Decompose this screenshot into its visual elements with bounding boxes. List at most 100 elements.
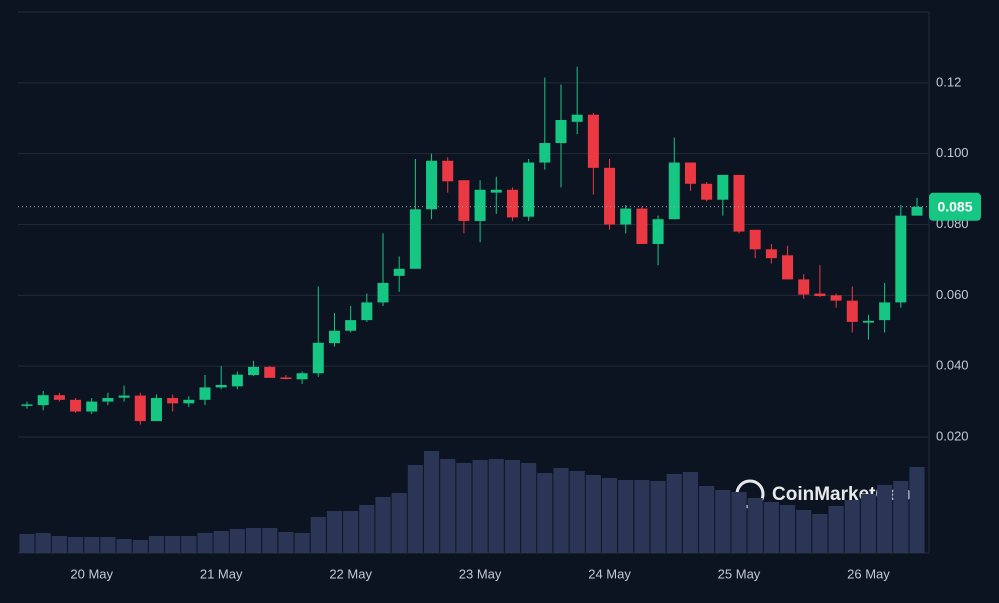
candle-body bbox=[393, 268, 405, 276]
candle-body bbox=[733, 174, 745, 232]
volume-bar bbox=[893, 481, 909, 553]
volume-bar bbox=[456, 463, 472, 553]
candle-body bbox=[70, 399, 82, 412]
volume-bar bbox=[165, 536, 181, 553]
volume-bar bbox=[553, 468, 569, 553]
volume-bar bbox=[569, 471, 585, 553]
y-tick-label: 0.040 bbox=[936, 358, 969, 373]
candle-body bbox=[911, 206, 923, 216]
volume-bar bbox=[504, 460, 521, 553]
volume-bar bbox=[909, 467, 925, 553]
volume-bar bbox=[796, 510, 812, 553]
candle-body bbox=[846, 300, 858, 322]
candle-body bbox=[53, 395, 65, 400]
volume-bar bbox=[197, 533, 213, 553]
candle-body bbox=[798, 279, 810, 295]
x-tick-label: 26 May bbox=[847, 566, 890, 581]
y-tick-label: 0.100 bbox=[936, 145, 969, 160]
volume-bar bbox=[731, 492, 747, 553]
y-tick-label: 0.060 bbox=[936, 287, 969, 302]
candle-body bbox=[636, 208, 648, 244]
volume-bar bbox=[148, 536, 165, 553]
candle-body bbox=[409, 209, 421, 269]
candle-body bbox=[361, 302, 373, 321]
candle-body bbox=[231, 374, 243, 387]
watermark-text: CoinMarketCap bbox=[772, 484, 911, 505]
candle-body bbox=[701, 183, 713, 200]
candle-body bbox=[539, 143, 551, 163]
candle-body bbox=[21, 404, 33, 406]
candle-body bbox=[86, 401, 98, 412]
volume-bar bbox=[116, 539, 132, 553]
volume-bar bbox=[132, 540, 148, 553]
volume-bar bbox=[488, 459, 504, 553]
volume-bar bbox=[181, 536, 197, 553]
volume-bar bbox=[294, 533, 310, 553]
volume-bar bbox=[682, 472, 699, 553]
x-tick-label: 25 May bbox=[718, 566, 761, 581]
candle-body bbox=[118, 395, 130, 398]
volume-bar bbox=[763, 502, 779, 553]
volume-bar bbox=[343, 511, 359, 553]
volume-bar bbox=[84, 537, 100, 553]
volume-bar bbox=[601, 478, 618, 553]
volume-bar bbox=[618, 480, 634, 553]
volume-bar bbox=[407, 465, 423, 553]
volume-bar bbox=[67, 537, 84, 553]
candle-body bbox=[684, 162, 696, 184]
candle-body bbox=[862, 320, 874, 323]
volume-bar bbox=[666, 474, 682, 553]
candle-body bbox=[296, 373, 308, 380]
x-tick-label: 21 May bbox=[200, 566, 243, 581]
candle-body bbox=[668, 162, 680, 220]
volume-bar bbox=[521, 463, 537, 553]
candle-body bbox=[377, 282, 389, 303]
volume-bar bbox=[472, 460, 488, 553]
volume-bar bbox=[537, 473, 553, 553]
candle-body bbox=[102, 398, 114, 402]
volume-bar bbox=[19, 534, 35, 553]
candle-body bbox=[717, 174, 729, 200]
volume-bar bbox=[828, 506, 844, 553]
candle-body bbox=[199, 387, 211, 400]
volume-bar bbox=[229, 529, 245, 553]
candle-body bbox=[749, 229, 761, 250]
volume-bar bbox=[585, 475, 601, 553]
y-tick-label: 0.020 bbox=[936, 428, 969, 443]
candle-body bbox=[150, 398, 162, 422]
volume-bar bbox=[310, 517, 326, 553]
volume-bar bbox=[747, 498, 763, 553]
volume-bar bbox=[213, 531, 229, 553]
candle-body bbox=[765, 249, 777, 259]
candle-body bbox=[474, 189, 486, 221]
volume-bar bbox=[51, 536, 67, 553]
candle-body bbox=[280, 377, 292, 379]
last-price-badge bbox=[929, 192, 981, 221]
x-tick-label: 22 May bbox=[329, 566, 372, 581]
candle-body bbox=[37, 395, 49, 406]
volume-bar bbox=[359, 505, 375, 553]
x-tick-label: 24 May bbox=[588, 566, 631, 581]
volume-bar bbox=[100, 537, 116, 553]
volume-bar bbox=[877, 485, 893, 553]
candle-body bbox=[814, 293, 826, 297]
candle-body bbox=[490, 189, 502, 193]
candle-body bbox=[895, 215, 907, 303]
volume-bar bbox=[860, 494, 877, 553]
candle-body bbox=[523, 162, 535, 217]
candle-body bbox=[555, 120, 567, 144]
volume-bar bbox=[278, 532, 294, 553]
x-tick-label: 20 May bbox=[70, 566, 113, 581]
candle-body bbox=[426, 160, 438, 210]
candle-body bbox=[183, 399, 195, 404]
candle-body bbox=[345, 320, 357, 331]
candle-body bbox=[442, 160, 454, 182]
candle-body bbox=[879, 302, 891, 321]
candle-body bbox=[215, 384, 227, 388]
candle-body bbox=[134, 395, 146, 422]
candle-body bbox=[264, 366, 276, 378]
volume-bar bbox=[699, 486, 715, 553]
candle-body bbox=[506, 189, 518, 218]
